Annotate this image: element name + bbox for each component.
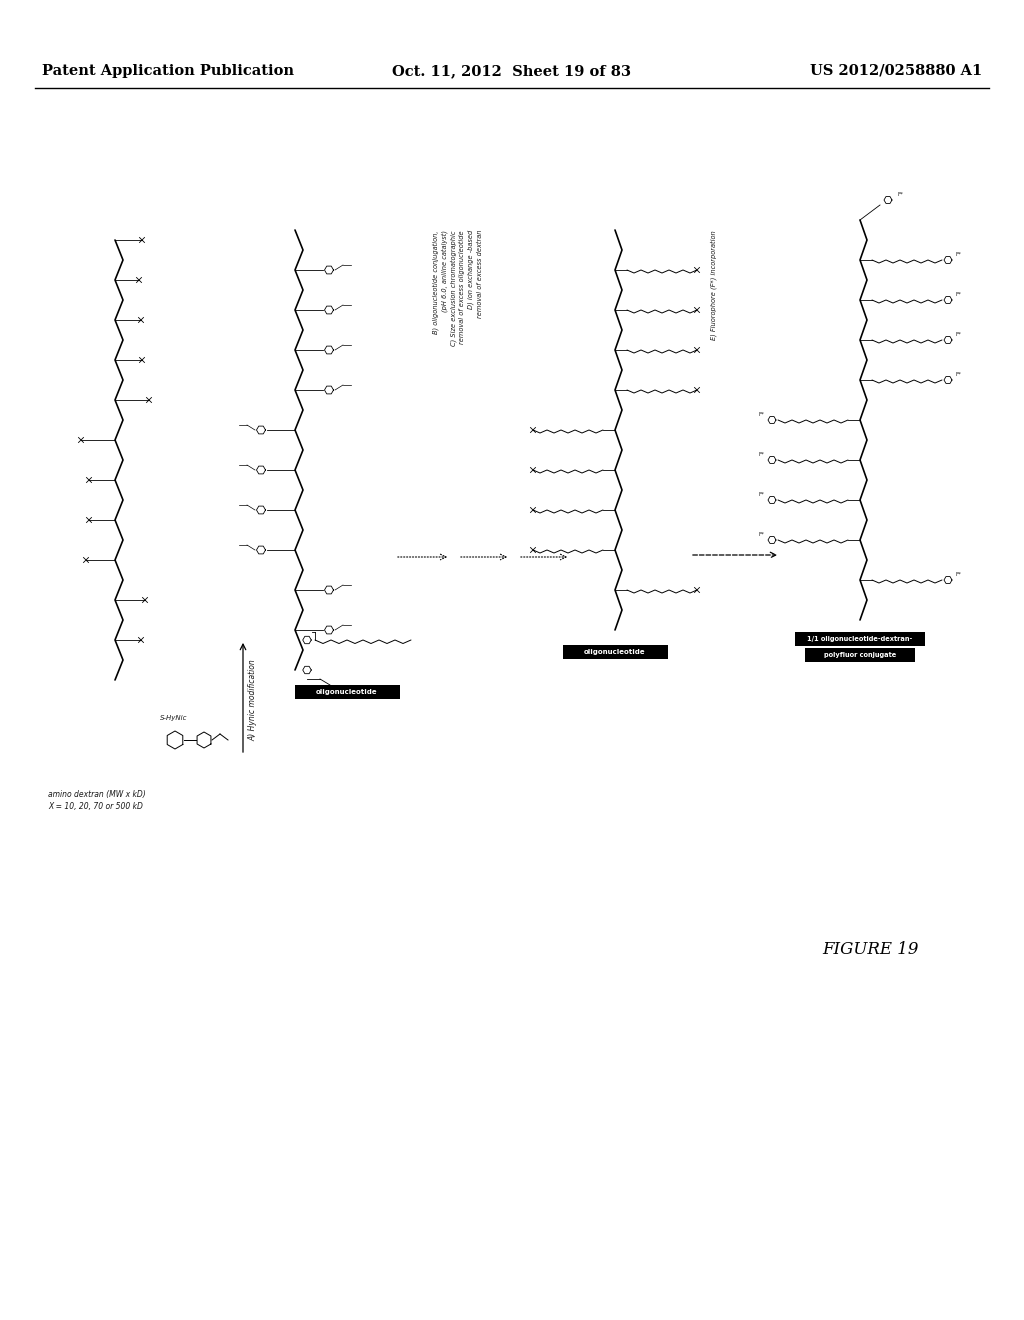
- Text: A) Hynic modification: A) Hynic modification: [248, 659, 257, 741]
- Text: F*: F*: [758, 412, 764, 417]
- Text: F*: F*: [956, 572, 962, 577]
- Text: B) oligonucleotide conjugation,: B) oligonucleotide conjugation,: [432, 230, 438, 334]
- Text: FIGURE 19: FIGURE 19: [821, 941, 919, 958]
- Text: S-HyNic: S-HyNic: [160, 715, 187, 721]
- Text: F*: F*: [956, 372, 962, 378]
- Text: Patent Application Publication: Patent Application Publication: [42, 63, 294, 78]
- Text: polyfluor conjugate: polyfluor conjugate: [824, 652, 896, 657]
- Text: E) Fluorophore (F*) incorporation: E) Fluorophore (F*) incorporation: [710, 230, 717, 339]
- Text: US 2012/0258880 A1: US 2012/0258880 A1: [810, 63, 982, 78]
- Text: removal of excess dextran: removal of excess dextran: [477, 230, 483, 318]
- Text: Oct. 11, 2012  Sheet 19 of 83: Oct. 11, 2012 Sheet 19 of 83: [392, 63, 632, 78]
- Text: D) ion exchange -based: D) ion exchange -based: [468, 230, 474, 309]
- Text: F*: F*: [758, 532, 764, 537]
- Text: F*: F*: [898, 191, 904, 197]
- Bar: [805, 648, 915, 663]
- Text: F*: F*: [956, 333, 962, 337]
- Text: (pH 6.0, aniline catalyst): (pH 6.0, aniline catalyst): [441, 230, 447, 312]
- Bar: [563, 645, 668, 659]
- Text: C) Size exclusion chromatographic: C) Size exclusion chromatographic: [450, 230, 457, 346]
- Text: 1/1 oligonucleotide-dextran-: 1/1 oligonucleotide-dextran-: [807, 636, 912, 642]
- Bar: [795, 632, 925, 645]
- Text: removal of excess oligonucleotide: removal of excess oligonucleotide: [459, 230, 465, 343]
- Text: X = 10, 20, 70 or 500 kD: X = 10, 20, 70 or 500 kD: [48, 803, 143, 810]
- Text: F*: F*: [758, 492, 764, 498]
- Text: oligonucleotide: oligonucleotide: [316, 689, 378, 696]
- Text: F*: F*: [956, 292, 962, 297]
- Text: F*: F*: [956, 252, 962, 257]
- Text: F*: F*: [758, 451, 764, 457]
- Text: oligonucleotide: oligonucleotide: [584, 649, 646, 655]
- Text: amino dextran (MW x kD): amino dextran (MW x kD): [48, 789, 145, 799]
- Bar: [295, 685, 400, 700]
